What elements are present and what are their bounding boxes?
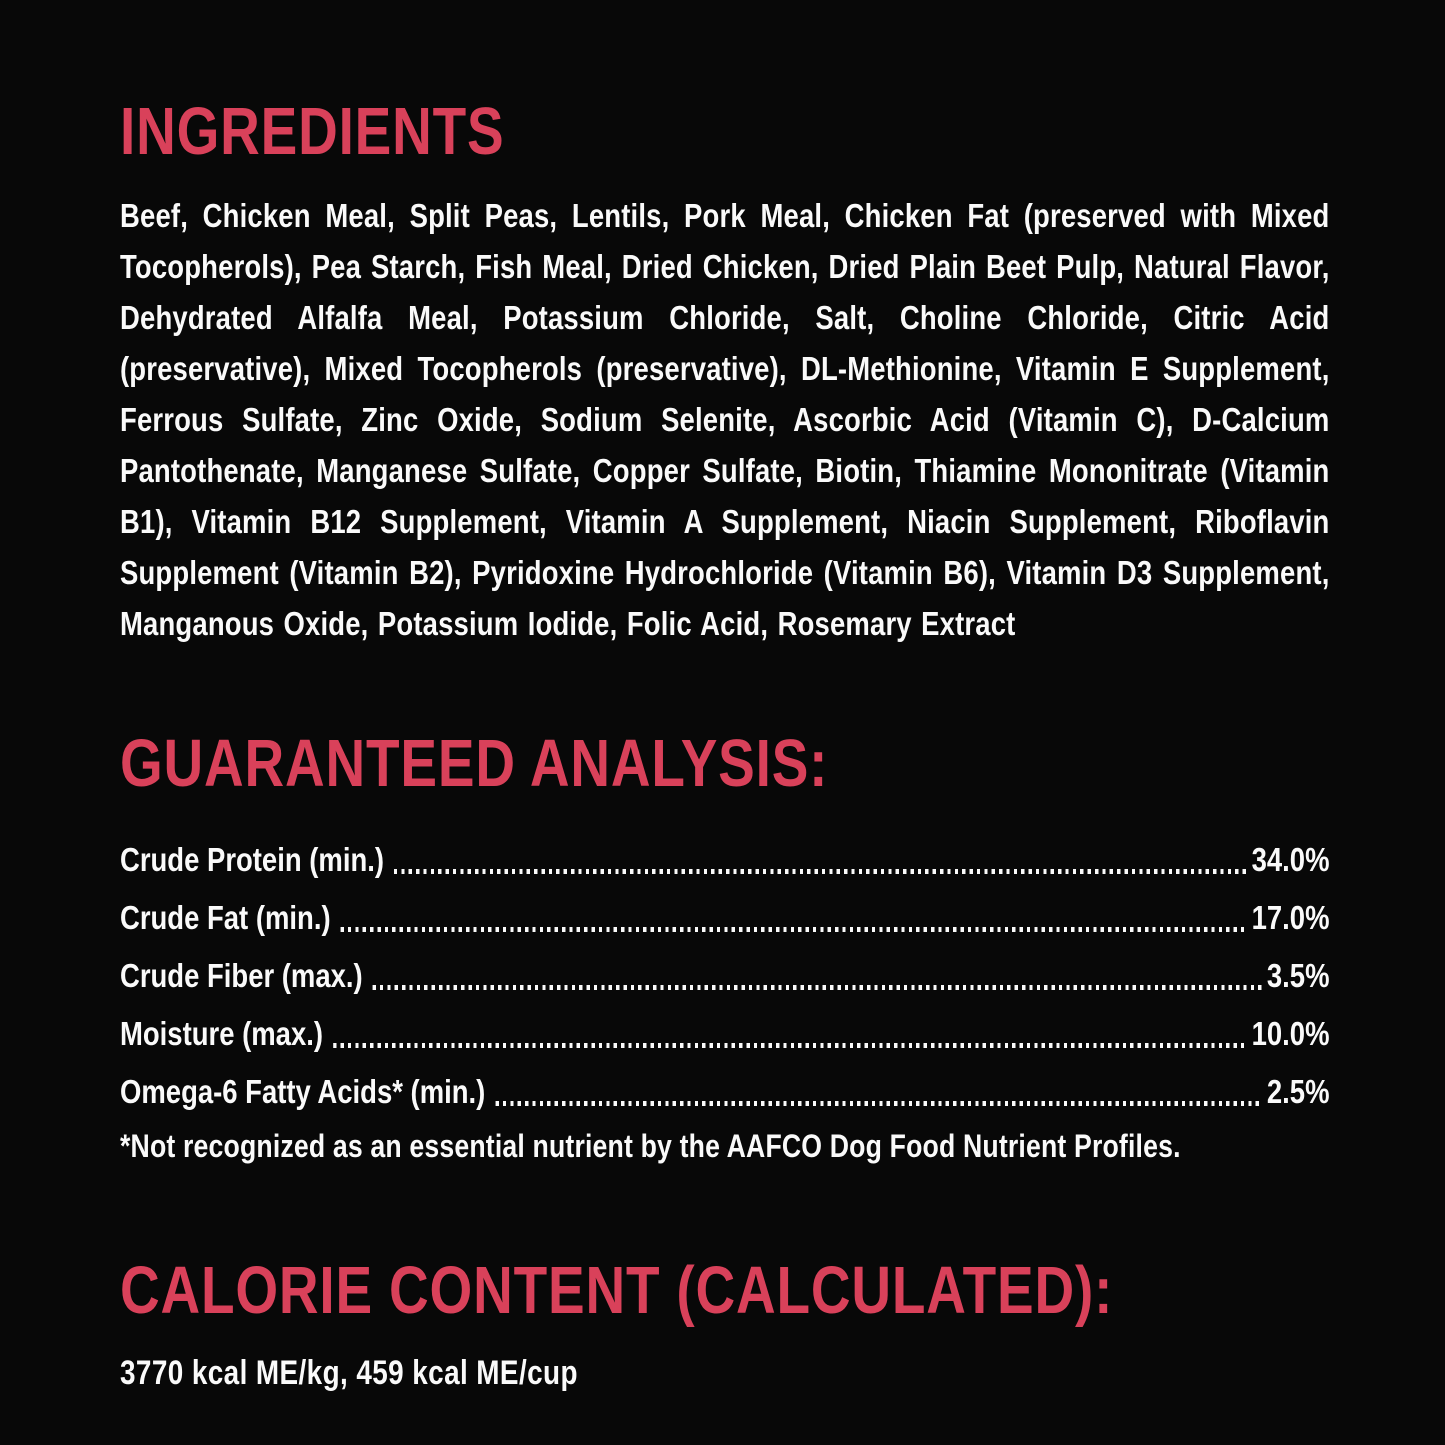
ingredients-heading: INGREDIENTS [120,94,505,169]
analysis-row-crude-protein: Crude Protein (min.) 34.0% [120,825,1330,883]
analysis-row-moisture: Moisture (max.) 10.0% [120,999,1330,1057]
analysis-row-crude-fat: Crude Fat (min.) 17.0% [120,883,1330,941]
dot-leader [340,927,1247,932]
analysis-label: Crude Fat (min.) [120,900,331,937]
analysis-label: Crude Protein (min.) [120,842,385,879]
label-panel: INGREDIENTS Beef, Chicken Meal, Split Pe… [120,98,1330,1396]
analysis-label: Crude Fiber (max.) [120,958,363,995]
analysis-value: 34.0% [1251,842,1330,879]
analysis-value: 17.0% [1251,900,1330,937]
analysis-label: Moisture (max.) [120,1016,324,1053]
analysis-row-crude-fiber: Crude Fiber (max.) 3.5% [120,941,1330,999]
calorie-content-value: 3770 kcal ME/kg, 459 kcal ME/cup [120,1354,578,1392]
dot-leader [495,1101,1262,1106]
analysis-value: 3.5% [1266,958,1330,995]
calorie-content-heading: CALORIE CONTENT (CALCULATED): [120,1253,1114,1328]
ingredients-text: Beef, Chicken Meal, Split Peas, Lentils,… [120,198,1330,643]
dot-leader [372,985,1262,990]
dot-leader [393,869,1247,874]
aafco-footnote: *Not recognized as an essential nutrient… [120,1128,1181,1164]
analysis-label: Omega-6 Fatty Acids* (min.) [120,1074,486,1111]
guaranteed-analysis-table: Crude Protein (min.) 34.0% Crude Fat (mi… [120,825,1330,1115]
analysis-row-omega6: Omega-6 Fatty Acids* (min.) 2.5% [120,1057,1330,1115]
analysis-value: 2.5% [1266,1074,1330,1111]
guaranteed-analysis-heading: GUARANTEED ANALYSIS: [120,726,829,801]
dot-leader [332,1043,1247,1048]
analysis-value: 10.0% [1251,1016,1330,1053]
